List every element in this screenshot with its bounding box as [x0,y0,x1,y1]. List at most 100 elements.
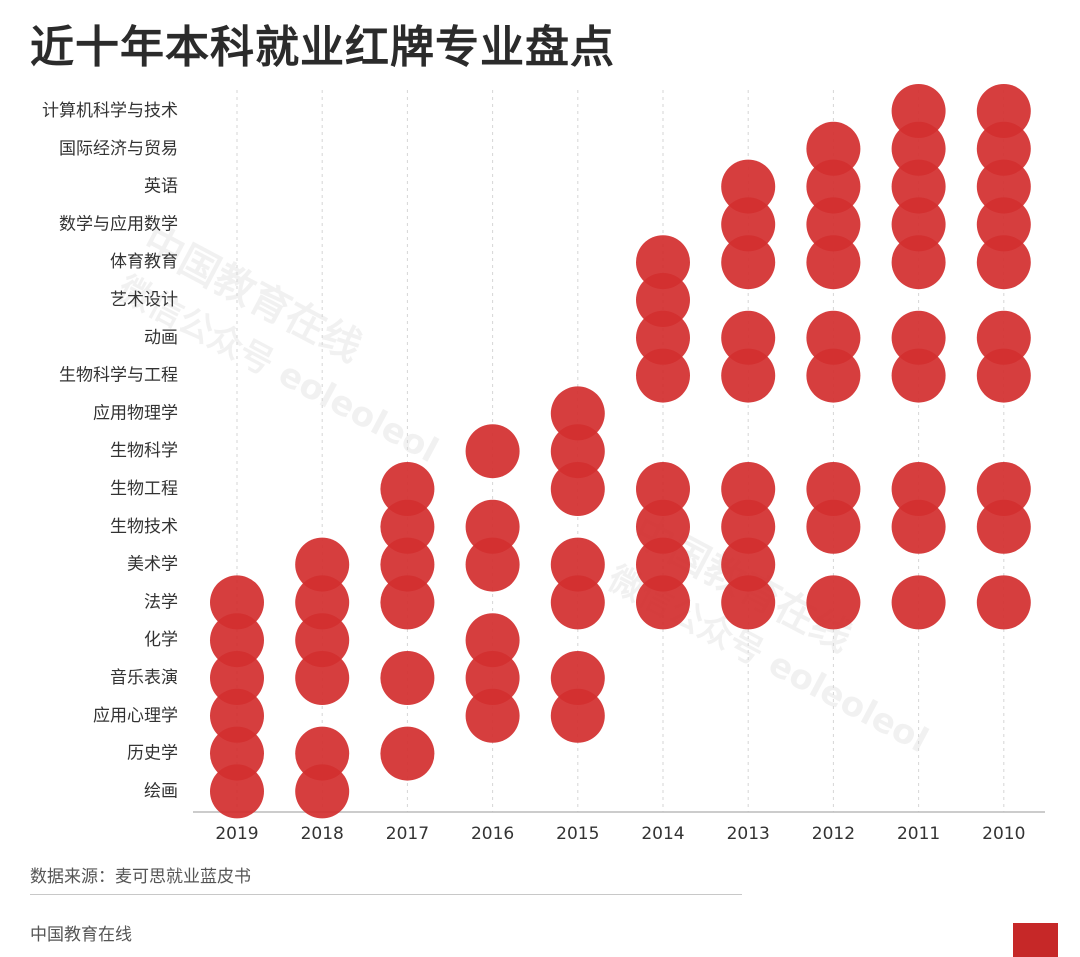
data-point [295,764,350,819]
x-tick-label: 2018 [301,824,344,844]
data-point [891,121,946,176]
x-axis-labels: 2019 2018 2017 2016 2015 2014 2013 2012 2011 2010 [215,824,1025,844]
data-point [636,310,690,365]
data-point [891,462,946,516]
data-point [806,348,861,403]
data-source-note: 数据来源：麦可思就业蓝皮书 [30,867,251,887]
data-point [465,651,520,705]
data-point [721,159,776,214]
data-point [891,235,946,290]
data-point [976,310,1031,365]
data-point [976,235,1031,290]
data-point [295,537,350,592]
y-tick-label: 绘画 [144,781,178,801]
chart-title: 近十年本科就业红牌专业盘点 [30,22,615,73]
x-tick-label: 2016 [471,824,514,844]
y-tick-label: 数学与应用数学 [59,214,178,234]
data-point [380,726,435,781]
x-tick-label: 2014 [641,824,684,844]
y-tick-label: 生物工程 [110,479,178,499]
y-tick-label: 生物科学与工程 [59,366,178,386]
x-tick-label: 2013 [727,824,770,844]
data-point [550,651,605,705]
y-tick-label: 音乐表演 [110,668,178,688]
data-point [721,462,776,516]
brand-swatch [1013,923,1058,957]
data-point [891,84,946,138]
data-point [976,499,1031,554]
data-point [721,348,776,403]
data-point [721,537,776,592]
y-tick-label: 应用物理学 [93,403,178,423]
data-point [550,386,605,441]
data-point [465,537,520,592]
data-point [295,651,350,705]
data-point [806,462,861,516]
data-point [550,688,605,743]
y-axis-labels: 计算机科学与技术国际经济与贸易英语数学与应用数学体育教育艺术设计动画生物科学与工… [42,101,178,801]
data-point [976,462,1031,516]
data-point [636,273,690,327]
data-point [636,575,690,630]
y-tick-label: 化学 [144,630,178,650]
data-point [636,537,690,592]
data-point [891,575,946,630]
y-tick-label: 艺术设计 [110,290,178,310]
data-point [891,310,946,365]
data-point [465,499,520,554]
data-point [891,499,946,554]
divider [30,894,742,895]
data-point [976,348,1031,403]
x-tick-label: 2010 [982,824,1025,844]
x-tick-label: 2012 [812,824,855,844]
y-tick-label: 历史学 [127,744,178,764]
data-point [550,537,605,592]
data-point [380,499,435,554]
data-point [210,688,264,743]
data-point [806,235,861,290]
data-point [636,348,690,403]
data-point [550,424,605,479]
data-point [976,159,1031,214]
data-point [891,348,946,403]
y-tick-label: 生物科学 [110,441,178,461]
bubble-chart: 中国教育在线 微信公众号 eoleoleol 中国教育在线 微信公众号 eole… [42,84,1045,844]
data-point [210,613,264,668]
data-point [550,462,605,516]
data-point [806,159,861,214]
y-tick-label: 体育教育 [110,252,178,272]
data-point [465,613,520,668]
data-point [295,613,350,668]
x-tick-label: 2019 [215,824,258,844]
data-point [636,235,690,290]
data-point [806,575,861,630]
data-point [210,764,264,819]
data-point [636,462,690,516]
data-point [806,310,861,365]
data-point [380,537,435,592]
data-point [721,575,776,630]
data-point [380,651,435,705]
y-tick-label: 计算机科学与技术 [42,101,178,121]
x-tick-label: 2017 [386,824,429,844]
data-point [976,575,1031,630]
y-tick-label: 应用心理学 [93,706,178,726]
data-point [806,499,861,554]
data-point [550,575,605,630]
data-point [465,424,520,479]
data-point [210,651,264,705]
data-point [806,197,861,252]
data-point [891,197,946,252]
y-tick-label: 英语 [144,177,178,197]
data-point [721,197,776,252]
data-point [891,159,946,214]
data-point [210,575,264,630]
data-point [806,121,861,176]
y-tick-label: 生物技术 [110,517,178,537]
y-tick-label: 动画 [144,328,178,348]
data-point [636,499,690,554]
data-point [465,688,520,743]
y-tick-label: 美术学 [127,555,178,575]
data-point [721,310,776,365]
x-tick-label: 2015 [556,824,599,844]
